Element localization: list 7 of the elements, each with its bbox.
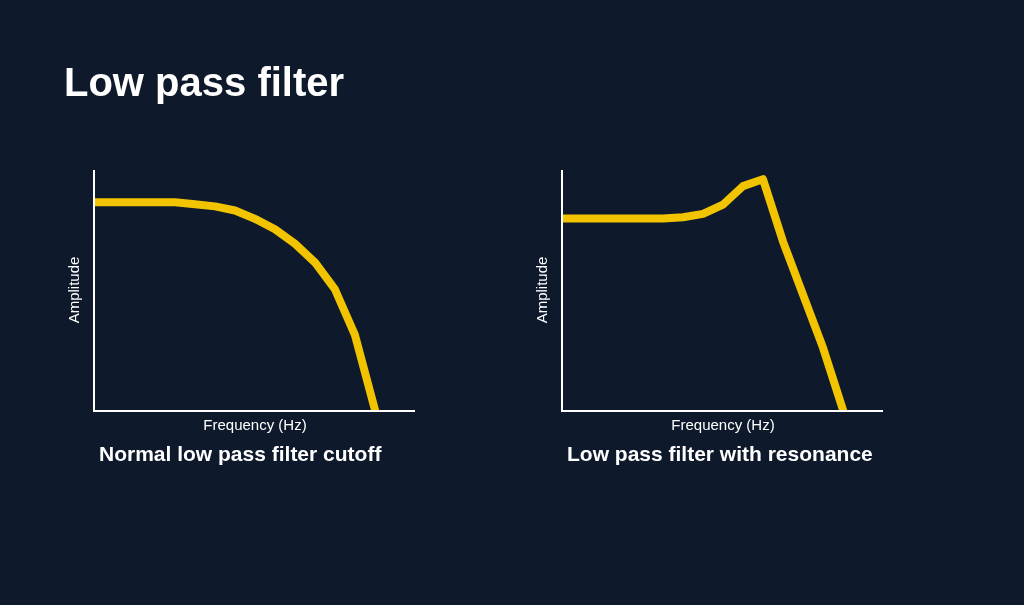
y-axis-title: Amplitude — [532, 256, 550, 324]
text: Normal low pass filter cutoff — [99, 442, 383, 465]
y-axis-title: Amplitude — [64, 256, 82, 324]
text: Low pass filter — [64, 60, 345, 104]
text: Low pass filter with resonance — [567, 442, 873, 465]
x-axis-title: Frequency (Hz) — [203, 415, 307, 433]
x-axis-title: Frequency (Hz) — [671, 415, 775, 433]
